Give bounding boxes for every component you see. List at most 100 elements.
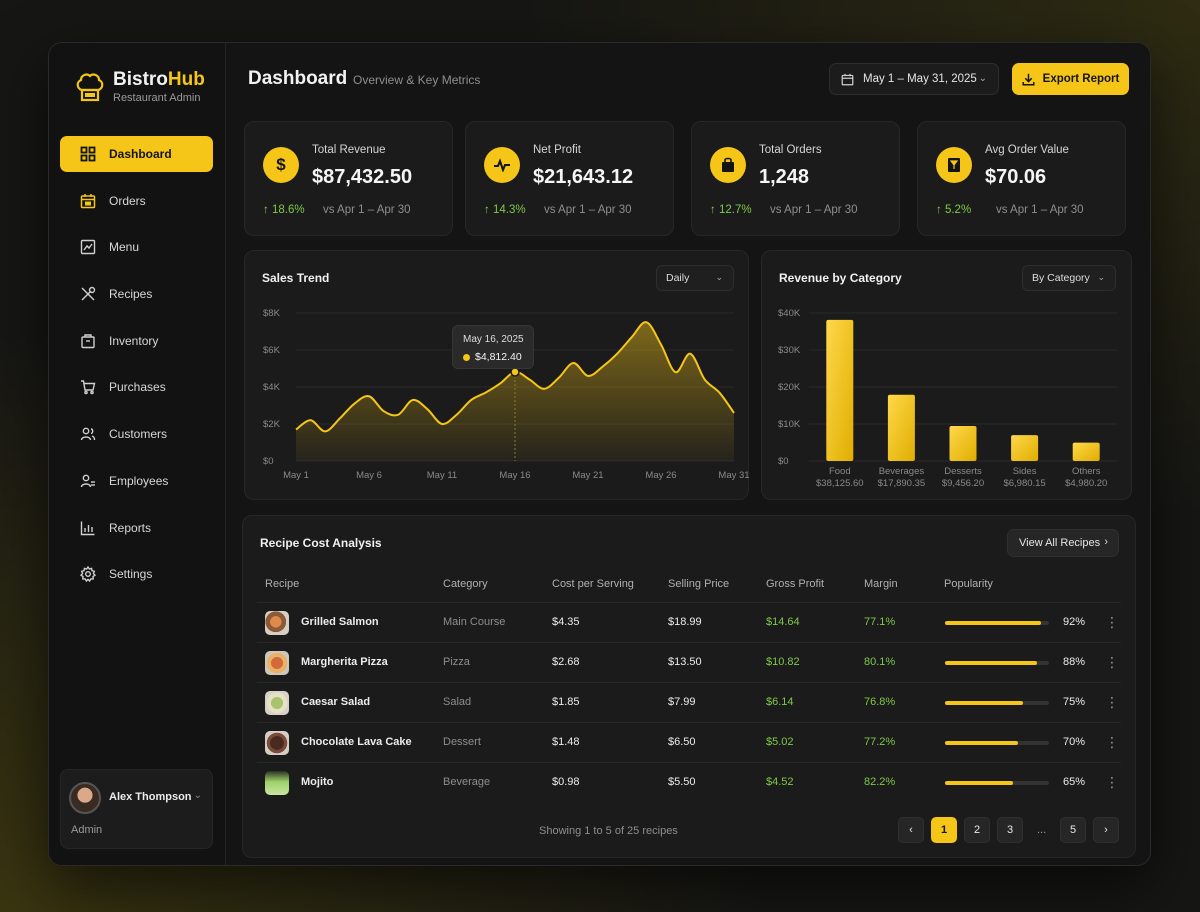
- column-header-category[interactable]: Category: [443, 578, 488, 590]
- sidebar-item-dashboard[interactable]: Dashboard: [60, 136, 213, 172]
- y-tick-label: $0: [778, 456, 789, 467]
- sidebar-item-settings[interactable]: Settings: [60, 556, 213, 592]
- stat-card-net-profit[interactable]: Net Profit $21,643.12 ↑ 14.3% vs Apr 1 –…: [465, 121, 674, 236]
- more-options-icon[interactable]: ⋮: [1105, 694, 1119, 710]
- x-tick-label: May 16: [499, 470, 530, 481]
- sales-trend-panel: Sales Trend Daily ⌄ $0 $2K $4K $6K $8K May 1 M…: [244, 250, 750, 500]
- recipe-popularity-label: 70%: [1063, 736, 1086, 748]
- chevron-down-icon: ⌄: [978, 73, 987, 84]
- stat-change: ↑ 14.3%: [484, 204, 526, 216]
- stat-label: Total Orders: [759, 144, 822, 156]
- column-header-profit[interactable]: Gross Profit: [766, 578, 825, 590]
- sidebar-item-employees[interactable]: Employees: [60, 463, 213, 499]
- recipe-cost: $0.98: [552, 776, 580, 788]
- sidebar: BistroHub Restaurant Admin Dashboard Ord…: [49, 43, 226, 865]
- category-label: Others: [1072, 466, 1101, 477]
- view-all-recipes-button[interactable]: View All Recipes ›: [1007, 529, 1119, 557]
- bar-value-label: $38,125.60: [816, 478, 864, 489]
- recipe-margin: 80.1%: [864, 656, 896, 668]
- pagination-page-2[interactable]: 2: [964, 817, 990, 843]
- chevron-down-icon[interactable]: ⌄: [193, 790, 202, 801]
- sidebar-item-orders[interactable]: Orders: [60, 183, 213, 219]
- table-row[interactable]: Caesar Salad Salad $1.85 $7.99 $6.14 76.8% 75%…: [257, 682, 1121, 722]
- date-range-picker[interactable]: May 1 – May 31, 2025 ⌄: [829, 63, 999, 95]
- brand[interactable]: BistroHub Restaurant Admin: [75, 70, 205, 104]
- sidebar-item-purchases[interactable]: Purchases: [60, 369, 213, 405]
- column-header-popularity[interactable]: Popularity: [944, 578, 993, 590]
- stat-card-total-revenue[interactable]: $ Total Revenue $87,432.50 ↑ 18.6% vs Ap…: [244, 121, 453, 236]
- sidebar-item-label: Employees: [109, 473, 169, 488]
- bar[interactable]: [1072, 442, 1100, 461]
- pagination-next-button[interactable]: ›: [1093, 817, 1119, 843]
- bar[interactable]: [1011, 435, 1039, 461]
- stat-card-avg-order-value[interactable]: Avg Order Value $70.06 ↑ 5.2% vs Apr 1 –…: [917, 121, 1126, 236]
- sidebar-item-label: Inventory: [109, 333, 159, 348]
- table-row[interactable]: Grilled Salmon Main Course $4.35 $18.99 $14.…: [257, 602, 1121, 642]
- popularity-bar-fill: [945, 621, 1041, 625]
- sidebar-item-inventory[interactable]: Inventory: [60, 323, 213, 359]
- table-row[interactable]: Mojito Beverage $0.98 $5.50 $4.52 82.2% 65% ⋮: [257, 762, 1121, 802]
- more-options-icon[interactable]: ⋮: [1105, 614, 1119, 630]
- sidebar-item-label: Customers: [109, 427, 168, 442]
- stat-label: Net Profit: [533, 144, 581, 156]
- export-report-button[interactable]: Export Report: [1012, 63, 1129, 95]
- recipe-price: $13.50: [668, 656, 702, 668]
- receipt-icon: [936, 147, 972, 183]
- tooltip-dot: [463, 354, 470, 361]
- recipe-price: $7.99: [668, 696, 696, 708]
- data-point-highlight[interactable]: [510, 367, 520, 377]
- stat-card-total-orders[interactable]: Total Orders 1,248 ↑ 12.7% vs Apr 1 – Ap…: [691, 121, 900, 236]
- download-icon: [1022, 73, 1035, 86]
- sales-trend-filter-dropdown[interactable]: Daily ⌄: [656, 265, 734, 291]
- x-tick-label: May 26: [645, 470, 676, 481]
- stat-value: $87,432.50: [312, 166, 413, 188]
- panel-title: Sales Trend: [262, 271, 330, 285]
- bar[interactable]: [826, 319, 854, 461]
- column-header-margin[interactable]: Margin: [864, 578, 898, 590]
- more-options-icon[interactable]: ⋮: [1105, 654, 1119, 670]
- arrow-up-icon: ↑: [710, 204, 719, 216]
- revenue-by-category-chart: $0 $10K $20K $30K $40K Food$38,125.60 Beverage…: [778, 308, 1117, 489]
- recipe-thumbnail: [265, 691, 289, 715]
- pagination-prev-button[interactable]: ‹: [898, 817, 924, 843]
- calendar-icon: [80, 193, 96, 208]
- more-options-icon[interactable]: ⋮: [1105, 734, 1119, 750]
- pagination-page-5[interactable]: 5: [1060, 817, 1086, 843]
- user-name: Alex Thompson: [109, 791, 192, 803]
- stat-label: Total Revenue: [312, 144, 386, 156]
- stat-compare: vs Apr 1 – Apr 30: [323, 204, 411, 216]
- app-window: BistroHub Restaurant Admin Dashboard Ord…: [48, 42, 1151, 866]
- tooltip-date: May 16, 2025: [463, 334, 524, 345]
- sidebar-item-menu[interactable]: Menu: [60, 229, 213, 265]
- sidebar-item-reports[interactable]: Reports: [60, 510, 213, 546]
- category-filter-dropdown[interactable]: By Category ⌄: [1022, 265, 1116, 291]
- chef-hat-icon: [76, 73, 104, 102]
- chevron-right-icon: ›: [1104, 824, 1108, 836]
- bar[interactable]: [949, 426, 977, 461]
- recipe-profit: $6.14: [766, 696, 794, 708]
- y-tick-label: $40K: [778, 308, 801, 319]
- bar-value-label: $17,890.35: [878, 478, 926, 489]
- recipe-name: Grilled Salmon: [301, 616, 379, 628]
- table-row[interactable]: Chocolate Lava Cake Dessert $1.48 $6.50 $5.0…: [257, 722, 1121, 762]
- table-row[interactable]: Margherita Pizza Pizza $2.68 $13.50 $10.82 80…: [257, 642, 1121, 682]
- y-tick-label: $4K: [263, 382, 281, 393]
- more-options-icon[interactable]: ⋮: [1105, 774, 1119, 790]
- chevron-right-icon: ›: [1104, 536, 1108, 548]
- popularity-bar: [945, 741, 1049, 745]
- sidebar-item-customers[interactable]: Customers: [60, 416, 213, 452]
- user-profile-card[interactable]: Alex Thompson ⌄ Admin: [60, 769, 213, 849]
- column-header-recipe[interactable]: Recipe: [265, 578, 300, 590]
- column-header-price[interactable]: Selling Price: [668, 578, 730, 590]
- pagination-page-1[interactable]: 1: [931, 817, 957, 843]
- recipe-thumbnail: [265, 651, 289, 675]
- x-tick-label: May 11: [427, 470, 457, 481]
- column-header-cost[interactable]: Cost per Serving: [552, 578, 634, 590]
- recipe-category: Salad: [443, 696, 472, 708]
- panel-title: Recipe Cost Analysis: [260, 536, 382, 550]
- dropdown-label: By Category: [1032, 272, 1090, 284]
- recipe-category: Pizza: [443, 656, 470, 668]
- bar[interactable]: [887, 394, 915, 461]
- sidebar-item-recipes[interactable]: Recipes: [60, 276, 213, 312]
- pagination-page-3[interactable]: 3: [997, 817, 1023, 843]
